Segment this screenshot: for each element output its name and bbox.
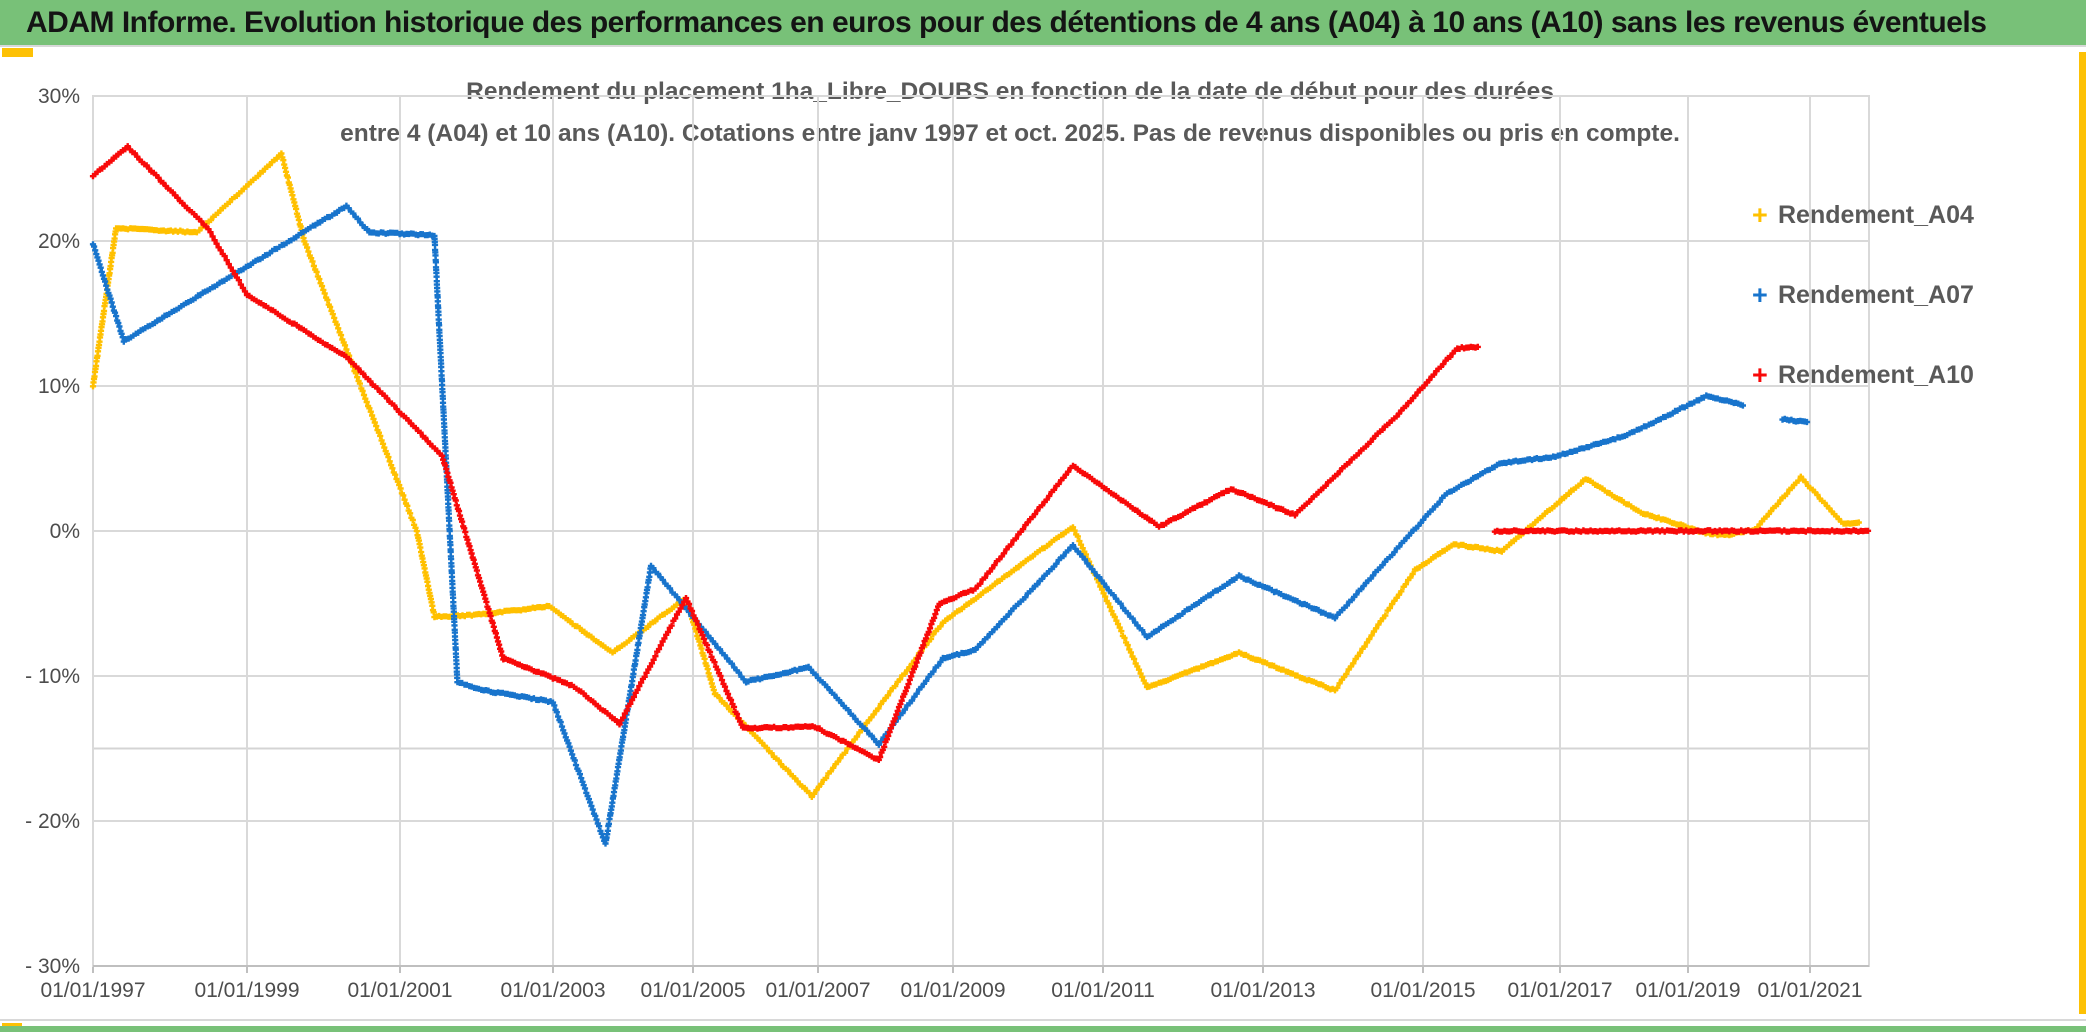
x-axis-label: 01/01/1997 (40, 979, 145, 1002)
y-axis-label: - 30% (25, 955, 80, 978)
legend-label: Rendement_A07 (1778, 280, 1974, 309)
x-axis-label: 01/01/2017 (1507, 979, 1612, 1002)
chart-title-line2: entre 4 (A04) et 10 ans (A10). Cotations… (340, 120, 1680, 147)
x-axis-label: 01/01/2001 (347, 979, 452, 1002)
series-rendement_a07 (89, 202, 1811, 847)
bottom-divider (0, 1019, 2086, 1021)
header-divider (0, 45, 2086, 47)
page-title: ADAM Informe. Evolution historique des p… (26, 5, 1987, 39)
y-axis-label: - 20% (25, 810, 80, 833)
legend-item-rendement_a07[interactable]: + Rendement_A07 (1752, 278, 2012, 312)
x-axis-label: 01/01/2007 (765, 979, 870, 1002)
x-axis-label: 01/01/2019 (1635, 979, 1740, 1002)
x-axis-label: 01/01/2003 (500, 979, 605, 1002)
x-axis-label: 01/01/2021 (1757, 979, 1862, 1002)
x-axis-label: 01/01/1999 (194, 979, 299, 1002)
window-header: ADAM Informe. Evolution historique des p… (0, 0, 2086, 45)
bottom-accent-bar (0, 1026, 2086, 1032)
series-rendement_a10 (89, 143, 1872, 763)
right-accent-bar (2079, 52, 2086, 1014)
y-axis-label: - 10% (25, 665, 80, 688)
legend-item-rendement_a10[interactable]: + Rendement_A10 (1752, 358, 2012, 392)
x-axis-label: 01/01/2009 (900, 979, 1005, 1002)
chart-title-line1: Rendement du placement 1ha_Libre_DOUBS e… (466, 78, 1554, 105)
legend-plus-icon-rendement_a07: + (1752, 280, 1768, 310)
x-axis-label: 01/01/2013 (1210, 979, 1315, 1002)
legend-plus-icon-rendement_a10: + (1752, 360, 1768, 390)
legend-label: Rendement_A10 (1778, 360, 1974, 389)
chart-legend: + Rendement_A04 + Rendement_A07 + Rendement_A… (1752, 198, 2012, 438)
legend-plus-icon-rendement_a04: + (1752, 200, 1768, 230)
series-rendement_a04 (89, 150, 1862, 800)
legend-item-rendement_a04[interactable]: + Rendement_A04 (1752, 198, 2012, 232)
x-axis-label: 01/01/2005 (640, 979, 745, 1002)
x-axis-label: 01/01/2015 (1370, 979, 1475, 1002)
y-axis-label: 10% (38, 375, 80, 398)
legend-label: Rendement_A04 (1778, 200, 1974, 229)
y-axis-label: 20% (38, 230, 80, 253)
x-axis-label: 01/01/2011 (1051, 979, 1155, 1002)
y-axis-label: 30% (38, 85, 80, 108)
y-axis-label: 0% (50, 520, 80, 543)
top-left-accent (2, 48, 33, 57)
